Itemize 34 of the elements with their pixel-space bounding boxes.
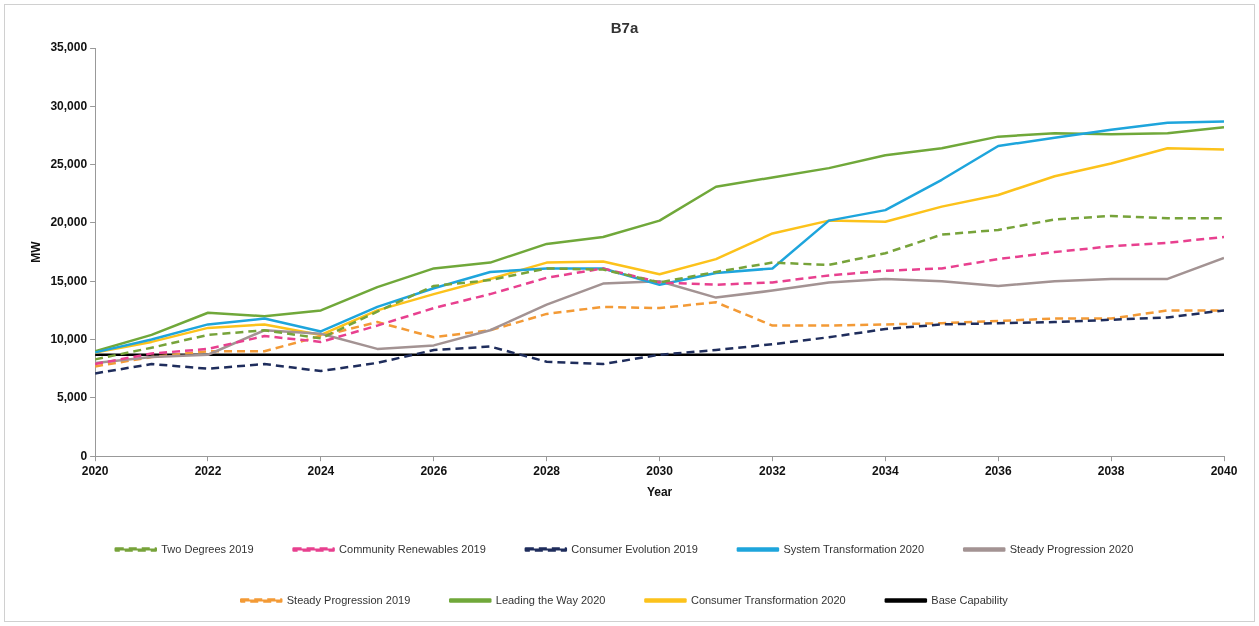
x-axis-title: Year — [646, 485, 673, 500]
y-tick-label: 35,000 — [50, 40, 88, 55]
legend-label: System Transformation 2020 — [783, 542, 925, 555]
x-tick-label: 2024 — [307, 463, 335, 478]
legend-label: Leading the Way 2020 — [495, 593, 606, 606]
x-tick-label: 2022 — [194, 463, 222, 478]
legend-label: Base Capability — [931, 593, 1009, 606]
line-series — [95, 235, 1224, 366]
chart-title: B7a — [610, 19, 639, 37]
line-series — [95, 309, 1224, 375]
legend-label: Steady Progression 2020 — [1009, 542, 1134, 555]
x-tick-label: 2032 — [759, 463, 787, 478]
x-tick-label: 2026 — [420, 463, 448, 478]
x-tick-label: 2036 — [984, 463, 1012, 478]
legend-label: Community Renewables 2019 — [339, 542, 486, 555]
legend-label: Steady Progression 2019 — [286, 593, 411, 606]
y-tick-label: 25,000 — [50, 156, 88, 171]
legend-label: Consumer Evolution 2019 — [571, 542, 698, 555]
line-series — [95, 214, 1224, 361]
x-tick-label: 2028 — [533, 463, 561, 478]
x-tick-label: 2034 — [871, 463, 899, 478]
y-tick-label: 30,000 — [50, 98, 88, 113]
y-axis-title: MW — [28, 240, 43, 263]
y-tick-label: 15,000 — [50, 273, 88, 288]
y-tick-label: 20,000 — [50, 215, 88, 230]
x-tick-label: 2030 — [646, 463, 674, 478]
y-tick-label: 5,000 — [57, 390, 88, 405]
y-tick-label: 0 — [80, 448, 88, 463]
x-tick-label: 2040 — [1210, 463, 1238, 478]
x-tick-label: 2038 — [1097, 463, 1125, 478]
legend-label: Consumer Transformation 2020 — [690, 593, 846, 606]
y-tick-label: 10,000 — [50, 331, 88, 346]
x-tick-label: 2020 — [81, 463, 109, 478]
legend-label: Two Degrees 2019 — [161, 542, 254, 555]
